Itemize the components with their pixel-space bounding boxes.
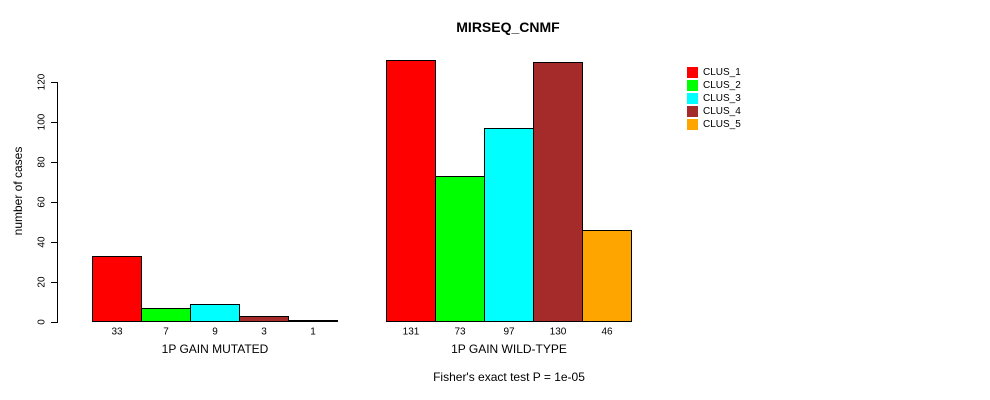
y-tick-label: 60 <box>36 196 48 208</box>
bar-value-label: 73 <box>454 326 466 338</box>
bar-clus_4-mutated <box>239 316 289 322</box>
bar-value-label: 1 <box>310 326 316 338</box>
y-tick-mark <box>51 322 58 323</box>
legend-label: CLUS_4 <box>703 106 741 117</box>
bar-value-label: 3 <box>261 326 267 338</box>
legend-item-clus_4: CLUS_4 <box>687 105 741 118</box>
y-tick-mark <box>51 162 58 163</box>
y-tick-label: 120 <box>36 73 48 91</box>
bar-value-label: 9 <box>212 326 218 338</box>
y-tick-mark <box>51 82 58 83</box>
legend-label: CLUS_3 <box>703 93 741 104</box>
bar-clus_2-mutated <box>141 308 191 322</box>
legend-item-clus_5: CLUS_5 <box>687 118 741 131</box>
bar-clus_1-wildtype <box>386 60 436 322</box>
legend-item-clus_3: CLUS_3 <box>687 92 741 105</box>
legend-swatch-icon <box>687 67 698 78</box>
legend: CLUS_1 CLUS_2 CLUS_3 CLUS_4 CLUS_5 <box>687 66 741 131</box>
bar-value-label: 97 <box>503 326 515 338</box>
bar-clus_5-wildtype <box>582 230 632 322</box>
legend-swatch-icon <box>687 106 698 117</box>
chart-title: MIRSEQ_CNMF <box>456 19 560 35</box>
y-tick-mark <box>51 122 58 123</box>
y-axis-label: number of cases <box>11 146 25 236</box>
bar-clus_2-wildtype <box>435 176 485 322</box>
bar-clus_1-mutated <box>92 256 142 322</box>
y-tick-label: 0 <box>36 319 48 325</box>
legend-swatch-icon <box>687 93 698 104</box>
bar-value-label: 131 <box>402 326 420 338</box>
bar-clus_3-mutated <box>190 304 240 322</box>
bar-value-label: 46 <box>601 326 613 338</box>
y-tick-label: 100 <box>36 113 48 131</box>
bar-clus_4-wildtype <box>533 62 583 322</box>
bar-value-label: 130 <box>549 326 567 338</box>
group-label-wildtype: 1P GAIN WILD-TYPE <box>451 342 567 356</box>
bar-clus_3-wildtype <box>484 128 534 322</box>
legend-label: CLUS_1 <box>703 67 741 78</box>
y-tick-mark <box>51 202 58 203</box>
fisher-test-caption: Fisher's exact test P = 1e-05 <box>433 370 585 384</box>
y-tick-mark <box>51 282 58 283</box>
legend-label: CLUS_5 <box>703 119 741 130</box>
y-tick-label: 40 <box>36 236 48 248</box>
group-label-mutated: 1P GAIN MUTATED <box>161 342 269 356</box>
y-tick-label: 20 <box>36 276 48 288</box>
legend-item-clus_1: CLUS_1 <box>687 66 741 79</box>
legend-item-clus_2: CLUS_2 <box>687 79 741 92</box>
bar-value-label: 33 <box>111 326 123 338</box>
bar-clus_5-mutated <box>288 320 338 322</box>
y-tick-mark <box>51 242 58 243</box>
legend-label: CLUS_2 <box>703 80 741 91</box>
legend-swatch-icon <box>687 119 698 130</box>
legend-swatch-icon <box>687 80 698 91</box>
bar-value-label: 7 <box>163 326 169 338</box>
y-tick-label: 80 <box>36 156 48 168</box>
